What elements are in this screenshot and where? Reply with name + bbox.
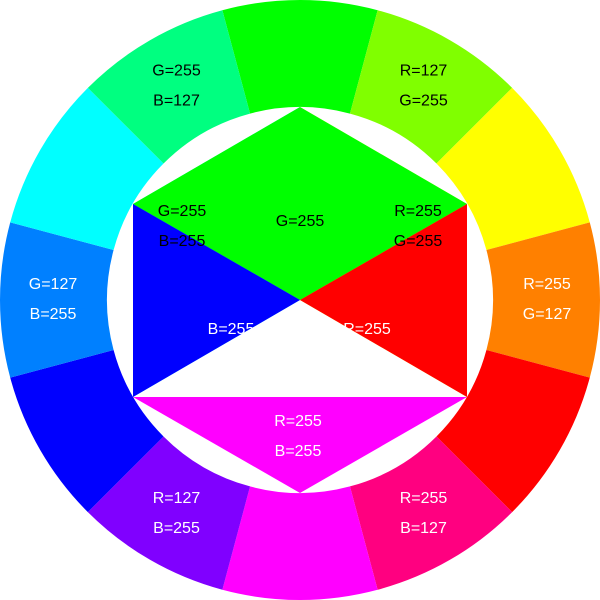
ring-orange-label-2: G=127 bbox=[523, 306, 572, 323]
inner-hexagon bbox=[133, 107, 467, 493]
ring-spring-green-label-2: B=127 bbox=[153, 92, 200, 109]
inner-yellow-label-2: G=255 bbox=[394, 233, 443, 250]
ring-orange-label-1: R=255 bbox=[523, 276, 571, 293]
inner-region-green bbox=[133, 107, 467, 300]
inner-region-blue bbox=[133, 204, 300, 397]
ring-segment-yellow bbox=[436, 87, 590, 251]
ring-segment-green bbox=[222, 0, 378, 114]
ring-segment-violet bbox=[87, 436, 251, 590]
inner-red-label-1: R=255 bbox=[343, 321, 391, 338]
inner-green-label-1: G=255 bbox=[276, 213, 325, 230]
ring-segment-cyan bbox=[10, 87, 164, 251]
ring-violet-label-1: R=127 bbox=[153, 490, 201, 507]
ring-azure-label-2: B=255 bbox=[30, 306, 77, 323]
ring-segment-spring-green bbox=[87, 10, 251, 164]
ring-segment-azure bbox=[0, 222, 114, 378]
ring-spring-green-label-1: G=255 bbox=[152, 62, 201, 79]
inner-blue-label-1: B=255 bbox=[208, 321, 255, 338]
ring-segment-blue bbox=[10, 349, 164, 513]
inner-magenta-label-1: R=255 bbox=[274, 413, 322, 430]
ring-segment-orange bbox=[486, 222, 600, 378]
inner-yellow-label-1: R=255 bbox=[394, 203, 442, 220]
inner-cyan-label-1: G=255 bbox=[158, 203, 207, 220]
ring-segment-magenta bbox=[222, 486, 378, 600]
labels: R=127 G=255 R=255 G=127 R=255 B=127 R=127 B=255… bbox=[29, 62, 572, 537]
inner-region-red bbox=[300, 204, 467, 397]
ring-segment-red bbox=[436, 349, 590, 513]
ring-violet-label-2: B=255 bbox=[153, 520, 200, 537]
ring-azure-label-1: G=127 bbox=[29, 276, 78, 293]
ring-segment-rose bbox=[349, 436, 513, 590]
ring-chartreuse-label-2: G=255 bbox=[399, 92, 448, 109]
inner-cyan-label-2: B=255 bbox=[159, 233, 206, 250]
ring-rose-label-2: B=127 bbox=[400, 520, 447, 537]
inner-region-magenta bbox=[133, 397, 467, 493]
ring-chartreuse-label-1: R=127 bbox=[400, 62, 448, 79]
ring-rose-label-1: R=255 bbox=[400, 490, 448, 507]
ring-segment-chartreuse bbox=[349, 10, 513, 164]
inner-magenta-label-2: B=255 bbox=[275, 443, 322, 460]
